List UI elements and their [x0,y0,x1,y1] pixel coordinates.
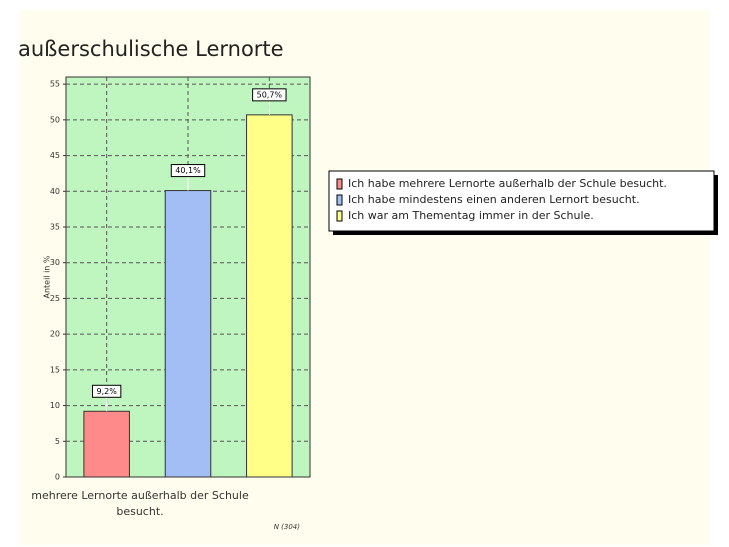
y-tick-label: 30 [50,258,60,267]
bar [83,410,130,478]
data-label-box [252,88,287,102]
data-label-box [170,164,206,178]
legend-box [328,170,715,232]
data-label: 40,1% [175,166,201,175]
note: N (304) [274,523,301,531]
y-tick-label: 15 [50,365,60,374]
legend-swatch [336,178,343,190]
y-tick-label: 20 [50,330,60,339]
bar [164,190,212,478]
y-tick-label: 10 [50,401,60,410]
y-axis-label: Anteil in % [43,255,52,298]
x-tick-label: mehrere Lernorte außerhalb der Schule be… [31,489,249,518]
chart-title: außerschulische Lernorte [18,37,284,61]
y-tick-label: 45 [50,151,60,160]
y-tick-label: 40 [50,187,60,196]
y-tick-label: 0 [55,473,60,482]
y-tick-label: 35 [50,223,60,232]
y-tick-label: 25 [50,294,60,303]
y-tick-label: 50 [50,115,60,124]
y-tick-label: 5 [55,437,60,446]
data-label: 9,2% [97,387,118,396]
y-tick-label: 55 [50,80,60,89]
data-label: 50,7% [257,90,283,99]
legend-swatch [336,210,343,222]
legend-label: Ich habe mindestens einen anderen Lernor… [348,193,640,206]
legend-swatch [336,194,343,206]
legend-label: Ich war am Thementag immer in der Schule… [348,209,594,222]
bar [246,114,293,478]
legend-label: Ich habe mehrere Lernorte außerhalb der … [348,177,667,190]
data-label-box [92,384,122,398]
